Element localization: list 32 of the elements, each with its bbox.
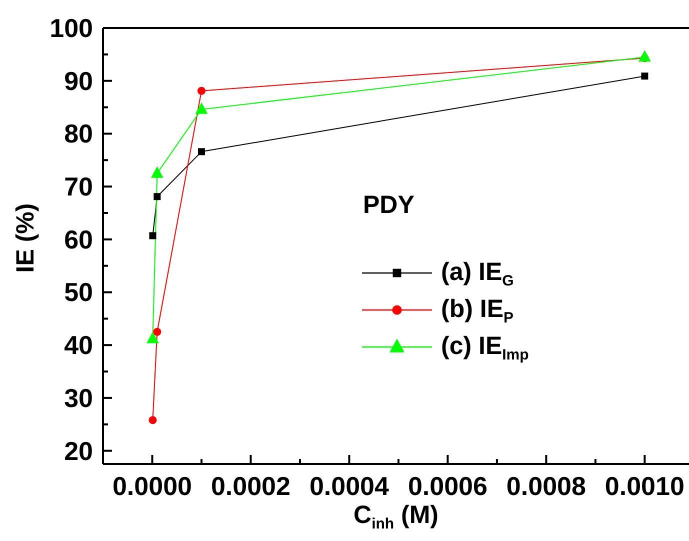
y-tick-label: 60 (64, 224, 93, 254)
y-tick-label: 100 (50, 13, 93, 43)
x-tick-label: 0.0008 (506, 471, 586, 501)
point (197, 86, 206, 95)
point (150, 166, 164, 178)
x-tick-label: 0.0002 (210, 471, 290, 501)
point (153, 328, 162, 336)
point (638, 50, 651, 62)
y-tick-label: 80 (64, 118, 93, 149)
legend-title: PDY (363, 191, 414, 219)
legend-label: (b) IE$_{P}$ (441, 295, 514, 326)
x-tick-label: 0.0004 (309, 471, 390, 501)
y-tick-label: 90 (64, 66, 93, 96)
y-tick-label: 50 (64, 277, 93, 308)
point (198, 148, 205, 156)
point (154, 193, 161, 200)
legend-label: (c) IE$_{Imp}$ (441, 332, 529, 364)
point (641, 72, 648, 80)
y-tick-label: 30 (64, 382, 93, 413)
x-tick-label: 0.0010 (604, 471, 684, 501)
point (149, 232, 156, 240)
y-tick-label: 40 (64, 330, 93, 360)
y-tick-label: 70 (64, 172, 93, 202)
point (148, 416, 157, 424)
x-tick-label: 0.0000 (112, 471, 192, 501)
y-axis-title: IE (%) (12, 203, 40, 273)
point (195, 102, 208, 114)
x-tick-label: 0.0006 (408, 471, 488, 501)
legend-label: (a) IE$_{G}$ (441, 258, 514, 290)
y-tick-label: 20 (64, 436, 93, 466)
point (146, 332, 159, 344)
x-axis-title: C$_{inh}$ (M) (352, 501, 440, 532)
